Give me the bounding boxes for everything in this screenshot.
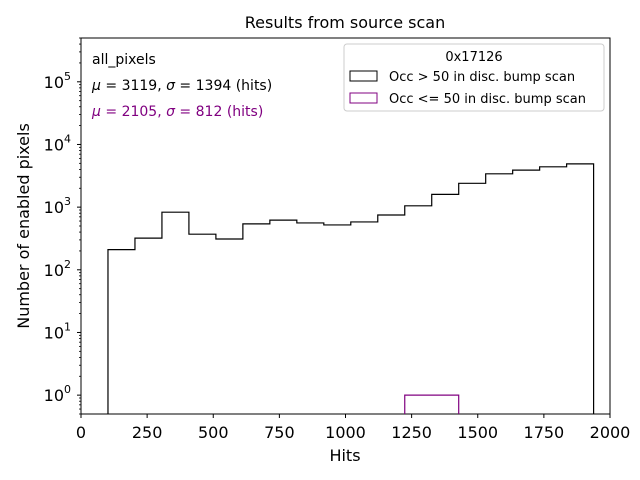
y-tick-label: 101 — [44, 320, 71, 342]
annotation-stats-purple: μ = 2105, σ = 812 (hits) — [91, 104, 263, 120]
x-tick-label: 500 — [198, 423, 229, 442]
y-tick-exponent: 4 — [64, 132, 71, 145]
y-tick-exponent: 5 — [64, 70, 71, 83]
y-tick-exponent: 2 — [64, 258, 71, 271]
y-tick-base: 10 — [44, 73, 64, 92]
annotation-label: all_pixels — [92, 52, 156, 68]
legend-entry-label: Occ <= 50 in disc. bump scan — [389, 92, 586, 107]
y-tick-base: 10 — [44, 198, 64, 217]
legend: 0x17126 Occ > 50 in disc. bump scan Occ … — [343, 43, 605, 112]
histogram-series-1 — [404, 394, 460, 414]
histogram-series-0 — [107, 163, 595, 414]
annotation-stats-black: μ = 3119, σ = 1394 (hits) — [91, 78, 272, 94]
stat-sigma-value: 812 — [196, 104, 223, 120]
stat-unit: (hits) — [236, 78, 272, 94]
x-axis: 0 250 500 750 1000 1250 1500 1750 2000 — [76, 414, 630, 442]
y-tick-label: 100 — [44, 383, 71, 405]
chart-title: Results from source scan — [245, 13, 445, 32]
x-axis-label: Hits — [329, 446, 360, 465]
x-tick-label: 0 — [76, 423, 86, 442]
y-axis-label: Number of enabled pixels — [14, 123, 33, 329]
y-tick-label: 103 — [44, 195, 71, 217]
y-tick-base: 10 — [44, 323, 64, 342]
histogram-series — [107, 163, 595, 414]
legend-swatch-black — [349, 70, 378, 82]
stat-unit: (hits) — [227, 104, 263, 120]
stat-mu-value: 2105 — [122, 104, 158, 120]
legend-swatch-purple — [349, 92, 378, 104]
x-tick-label: 1000 — [325, 423, 366, 442]
y-tick-base: 10 — [44, 261, 64, 280]
stat-mu-value: 3119 — [122, 78, 158, 94]
y-tick-label: 102 — [44, 258, 71, 280]
x-tick-label: 1750 — [524, 423, 565, 442]
x-tick-label: 1250 — [391, 423, 432, 442]
y-tick-base: 10 — [44, 135, 64, 154]
stat-sigma-value: 1394 — [196, 78, 232, 94]
y-tick-exponent: 1 — [64, 320, 71, 333]
legend-title: 0x17126 — [445, 50, 502, 65]
x-tick-label: 2000 — [590, 423, 631, 442]
legend-box — [343, 43, 605, 112]
y-tick-label: 104 — [44, 132, 71, 154]
y-tick-base: 10 — [44, 386, 64, 405]
y-tick-label: 105 — [44, 70, 71, 92]
y-tick-exponent: 0 — [64, 383, 71, 396]
x-tick-label: 1500 — [457, 423, 498, 442]
y-tick-exponent: 3 — [64, 195, 71, 208]
x-tick-label: 250 — [132, 423, 163, 442]
legend-entry-label: Occ > 50 in disc. bump scan — [389, 70, 575, 85]
x-tick-label: 750 — [264, 423, 295, 442]
